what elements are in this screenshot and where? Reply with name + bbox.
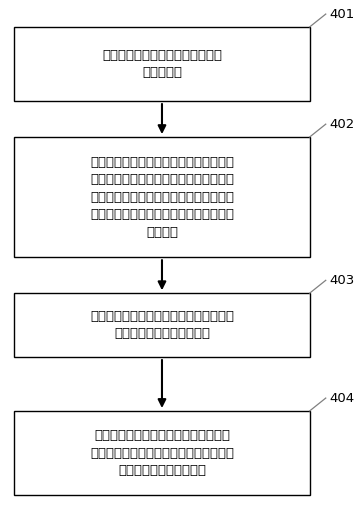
- Text: 将获取的预设时间范围内的车流量信息，
输入云端服务器的隧道车流状态预测模型
，以隧道中总行程时间最短和总碰撞风险
为条件进行多目标优化，生成车流控制策
略并下发: 将获取的预设时间范围内的车流量信息， 输入云端服务器的隧道车流状态预测模型 ，以…: [90, 156, 234, 239]
- Bar: [14, 411, 310, 496]
- Text: 根据云端服务器下发的车流控制策略，生
成数字投影灯控制指令序列: 根据云端服务器下发的车流控制策略，生 成数字投影灯控制指令序列: [90, 310, 234, 340]
- Text: 402: 402: [329, 118, 355, 131]
- Text: 404: 404: [329, 392, 355, 404]
- Bar: [14, 293, 310, 357]
- Text: 401: 401: [329, 8, 355, 20]
- Bar: [14, 137, 310, 257]
- Text: 数字投影灯根据数字投影灯控制指令序
列，对地面进行引导标记投影，以引导驾
驶员调整车辆的行驶状态: 数字投影灯根据数字投影灯控制指令序 列，对地面进行引导标记投影，以引导驾 驶员调…: [90, 429, 234, 477]
- Text: 403: 403: [329, 274, 355, 287]
- Bar: [14, 27, 310, 101]
- Text: 通过传感器获取预设时间范围内的
车流量信息: 通过传感器获取预设时间范围内的 车流量信息: [102, 49, 222, 79]
